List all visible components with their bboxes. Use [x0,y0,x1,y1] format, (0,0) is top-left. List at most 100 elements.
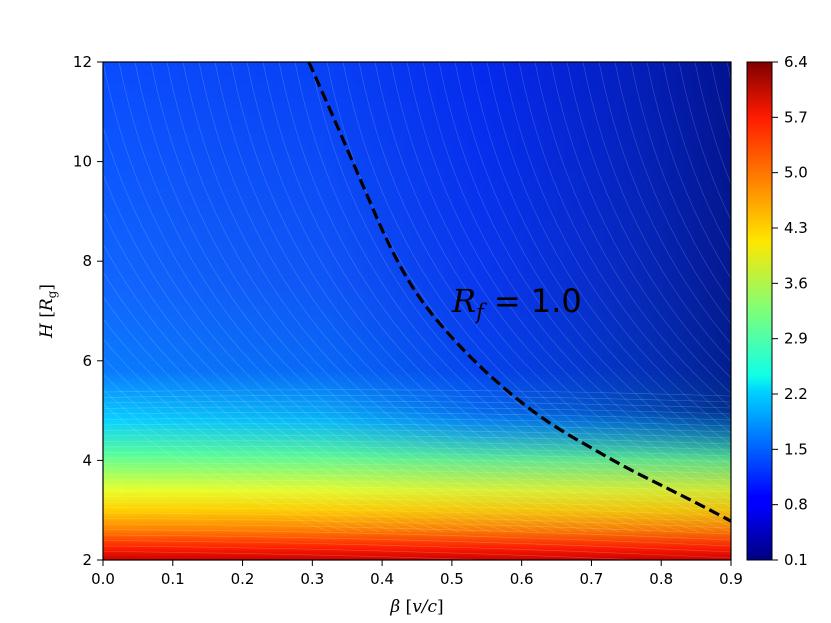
contour-line [342,62,731,521]
contour-line [103,474,731,487]
colorbar-tick-label: 6.4 [784,53,808,71]
contour-line [358,62,731,514]
contour-line [103,373,364,533]
contour-line [103,242,460,533]
contour-line [486,62,731,445]
contour-line [103,518,731,535]
plot-frame [102,61,732,561]
y-axis-label: H [Rg] [37,284,59,339]
contour-line [694,62,731,185]
contour-line [103,523,731,541]
colorbar [746,61,773,561]
contour-line [103,462,731,475]
contour-line [470,62,731,456]
contour-line [198,62,620,533]
x-tick-label: 0.0 [91,570,115,588]
x-tick-label: 0.8 [649,570,673,588]
contour-line [103,412,731,421]
contour-line [278,62,700,533]
contour-label: Rf = 1.0 [451,282,582,324]
x-tick-label: 0.7 [580,570,604,588]
contour-line [246,62,668,533]
contour-lines [103,62,731,560]
contour-line [646,62,731,279]
y-tick-label: 6 [82,352,92,370]
contour-line [103,125,508,533]
contour-line [614,62,731,325]
contour-line [103,551,498,560]
colorbar-tick-label: 3.6 [784,274,808,292]
contour-line [103,395,731,403]
contour-line [422,62,731,484]
contour-line [294,62,716,533]
contour-line [103,501,731,517]
contour-line [103,512,731,529]
contour-line [103,423,731,433]
contour-line [103,62,524,533]
contour-line [103,457,731,469]
y-tick-label: 12 [73,53,92,71]
contour-line [103,172,492,533]
colorbar-tick-label: 2.2 [784,385,808,403]
contour-line [103,507,731,523]
contour-line [230,62,652,533]
x-tick-label: 0.1 [161,570,185,588]
contour-line [103,534,731,553]
contour-line [166,62,588,533]
x-tick-label: 0.5 [440,570,464,588]
x-tick-label: 0.4 [370,570,394,588]
contour-line [103,529,731,547]
contour-line [598,62,731,345]
contour-line [214,62,636,533]
contour-line [103,317,412,533]
contour-line [502,62,731,434]
contour-line [103,485,731,499]
contour-line [103,429,731,439]
contour-line [103,440,731,451]
contour-line [103,540,731,559]
contour-line [262,62,684,533]
contour-line [103,389,348,533]
contour-line [438,62,731,475]
y-tick-label: 4 [82,451,92,469]
contour-line [103,389,731,397]
contour-line [678,62,731,221]
contour-line [103,451,731,463]
contour-line [582,62,731,362]
y-tick-label: 2 [82,551,92,569]
contour-line [374,62,731,508]
x-tick-label: 0.2 [231,570,255,588]
contour-line [534,62,731,408]
contour-line [310,62,731,533]
y-tick-label: 10 [73,153,92,171]
colorbar-tick-label: 1.5 [784,440,808,458]
contour-line [103,479,731,493]
contour-line [182,62,604,533]
contour-line [103,403,332,533]
contour-line [103,468,731,481]
colorbar-ticks: 0.1 0.8 1.5 2.2 2.9 3.6 4.3 5.0 5.7 6.4 [772,53,808,569]
colorbar-tick-label: 5.0 [784,164,808,182]
contour-line [518,62,731,421]
contour-line [390,62,731,500]
contour-line [103,210,476,533]
contour-line [566,62,731,379]
x-axis-label: β [v/c] [389,597,443,617]
contour-line [103,417,731,427]
contour-line [662,62,731,252]
x-tick-label: 0.3 [300,570,324,588]
contour-line [103,338,396,533]
contour-line [406,62,731,492]
contour-line [103,446,731,457]
contour-line [118,62,540,533]
y-tick-label: 8 [82,252,92,270]
colorbar-tick-label: 2.9 [784,330,808,348]
contour-line [726,62,731,83]
contour-line [103,400,731,409]
colorbar-tick-label: 5.7 [784,108,808,126]
colorbar-tick-label: 0.1 [784,551,808,569]
colorbar-tick-label: 4.3 [784,219,808,237]
contour-line [630,62,731,303]
contour-line [550,62,731,394]
heatmap-field [103,62,731,560]
